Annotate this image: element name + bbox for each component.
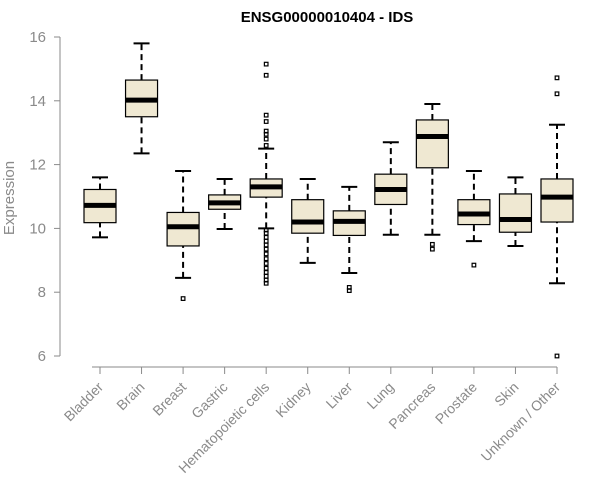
- box-iqr: [540, 178, 574, 223]
- outlier-point: [263, 61, 269, 67]
- outlier-point: [429, 241, 435, 247]
- box-group: [498, 176, 533, 247]
- box-iqr: [415, 119, 449, 169]
- outlier-point: [180, 296, 186, 301]
- outlier-point: [554, 353, 560, 359]
- outlier-point: [263, 273, 269, 279]
- box-group: [208, 177, 242, 231]
- box-series: [83, 42, 574, 359]
- outlier-point: [263, 246, 269, 252]
- outlier-point: [263, 234, 269, 240]
- outlier-point: [263, 112, 269, 118]
- outlier-point: [263, 251, 269, 257]
- box-group: [166, 169, 200, 301]
- outlier-point: [263, 261, 269, 266]
- outlier-point: [263, 143, 269, 148]
- outlier-point: [263, 72, 269, 78]
- y-tick-label: 16: [29, 29, 46, 46]
- x-tick-label: Unknown / Other: [478, 379, 564, 465]
- outlier-point: [429, 246, 435, 252]
- y-axis-label: Expression: [1, 161, 18, 235]
- y-tick-label: 14: [29, 93, 46, 110]
- box-iqr: [291, 199, 325, 234]
- outlier-point: [263, 230, 269, 236]
- outlier-point: [263, 265, 269, 271]
- outlier-point: [263, 119, 269, 124]
- x-tick-label: Breast: [149, 379, 189, 419]
- outlier-point: [471, 262, 477, 268]
- x-tick-label: Kidney: [272, 379, 314, 421]
- outlier-point: [263, 256, 269, 262]
- box-group: [332, 185, 366, 294]
- outlier-point: [554, 91, 560, 97]
- outlier-point: [263, 280, 269, 286]
- outlier-point: [263, 242, 269, 248]
- x-tick-label: Liver: [323, 379, 356, 412]
- box-group: [291, 177, 325, 264]
- x-tick-label: Bladder: [61, 379, 107, 425]
- box-group: [249, 61, 283, 286]
- x-tick-label: Lung: [364, 379, 397, 412]
- x-tick-label: Brain: [113, 379, 147, 413]
- outlier-point: [554, 75, 560, 81]
- y-tick-label: 6: [38, 348, 46, 365]
- outlier-point: [263, 270, 269, 275]
- box-group: [124, 42, 159, 155]
- box-group: [374, 141, 408, 236]
- x-tick-label: Skin: [491, 379, 522, 410]
- y-tick-label: 12: [29, 157, 46, 174]
- box-group: [415, 102, 449, 252]
- box-group: [540, 75, 574, 359]
- x-tick-label: Prostate: [432, 379, 480, 427]
- box-iqr: [498, 193, 533, 233]
- y-axis-ticks: 6 8 10 12 14 16: [29, 29, 60, 365]
- box-group: [457, 169, 491, 268]
- outlier-point: [263, 131, 269, 137]
- outlier-point: [263, 238, 269, 244]
- chart-title: ENSG00000010404 - IDS: [241, 9, 414, 26]
- box-group: [83, 176, 117, 239]
- y-tick-label: 10: [29, 220, 46, 237]
- outlier-point: [346, 288, 352, 294]
- y-tick-label: 8: [38, 284, 46, 301]
- outlier-point: [263, 136, 269, 142]
